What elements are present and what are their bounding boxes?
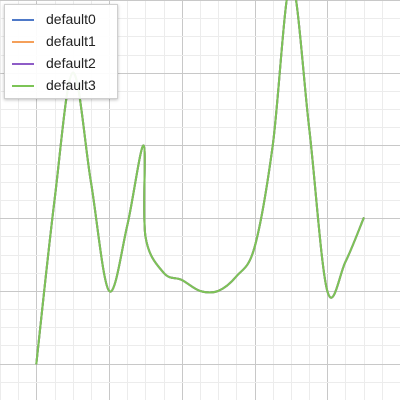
legend-swatch [12,63,34,65]
legend-label: default1 [46,33,96,49]
legend: default0 default1 default2 default3 [4,4,118,99]
legend-swatch [12,19,34,21]
legend-swatch [12,41,34,43]
legend-label: default3 [46,77,96,93]
series-lines [35,0,365,365]
legend-label: default0 [46,11,96,27]
legend-label: default2 [46,55,96,71]
legend-item-default1[interactable]: default1 [5,32,117,54]
legend-item-default2[interactable]: default2 [5,54,117,76]
series-line-default3 [35,0,365,365]
legend-swatch [12,85,34,87]
legend-item-default0[interactable]: default0 [5,10,117,32]
legend-item-default3[interactable]: default3 [5,76,117,98]
